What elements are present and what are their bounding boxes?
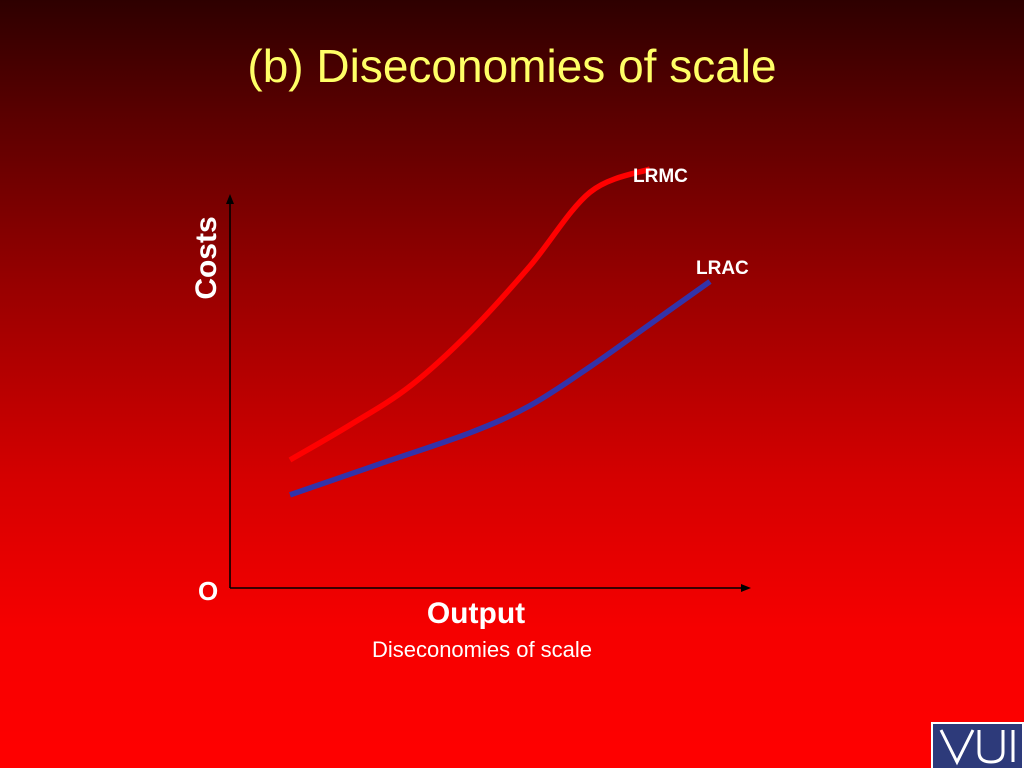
lrac-series-label: LRAC xyxy=(696,258,749,279)
x-axis-arrow xyxy=(741,584,751,592)
x-axis-label: Output xyxy=(426,597,526,630)
lrmc-series-label: LRMC xyxy=(633,166,688,187)
chart-axes xyxy=(226,194,751,592)
y-axis-label: Costs xyxy=(190,216,223,300)
origin-label: O xyxy=(198,576,219,606)
slide-title: (b) Diseconomies of scale xyxy=(247,40,777,92)
series-line-lrmc xyxy=(288,166,651,463)
chart-caption: Diseconomies of scale xyxy=(371,637,593,662)
y-axis-arrow xyxy=(226,194,234,204)
vu-logo-v-mark xyxy=(939,729,975,766)
series-line-lrac xyxy=(289,279,712,498)
vu-logo xyxy=(931,722,1024,768)
vu-logo-u-mark xyxy=(977,730,1005,764)
series-layer xyxy=(288,166,712,498)
